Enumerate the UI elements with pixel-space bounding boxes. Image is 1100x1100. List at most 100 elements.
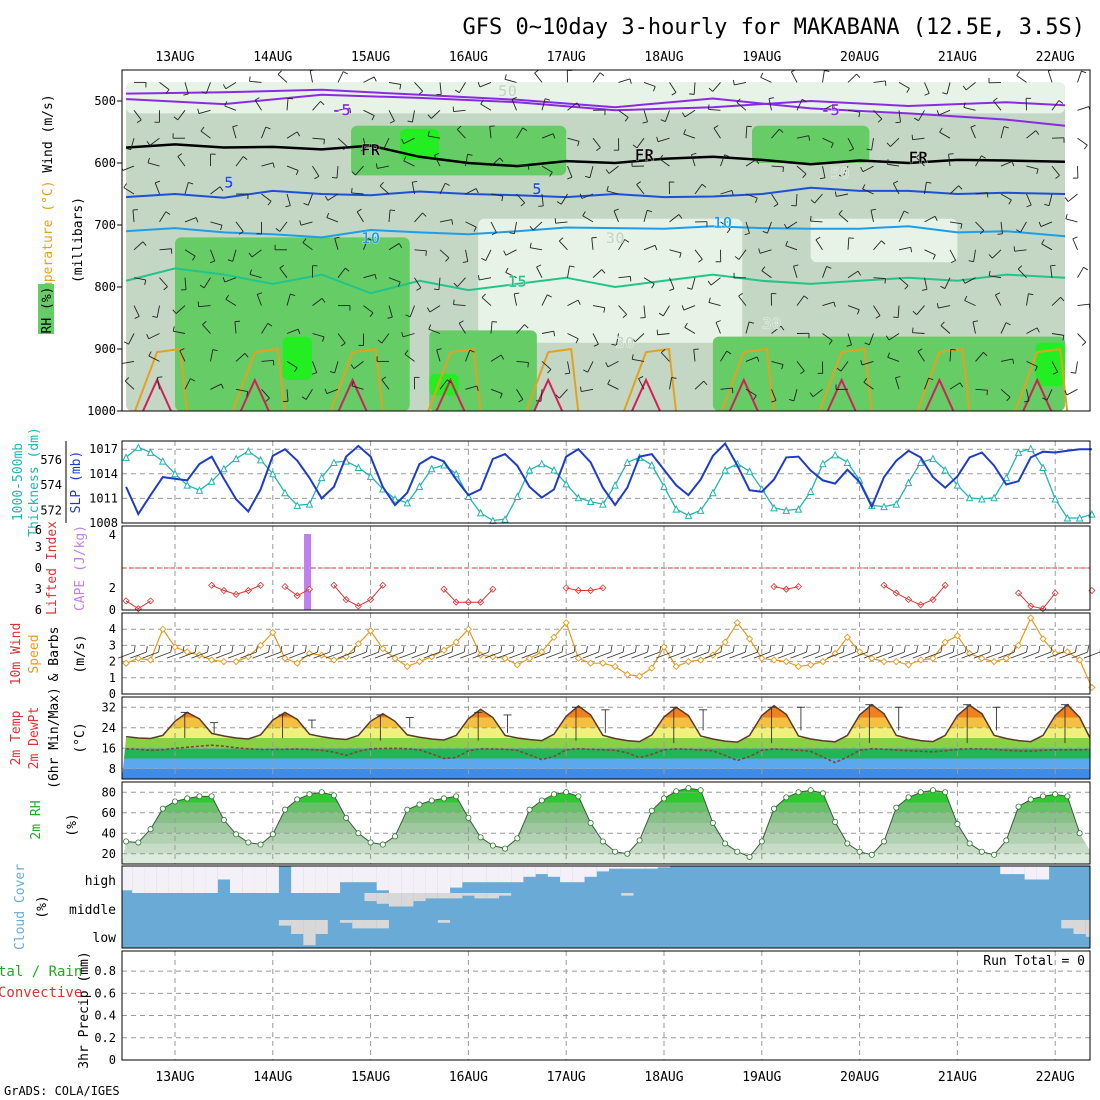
wind-barb — [970, 126, 976, 139]
wind-barb — [439, 249, 450, 259]
rh-shading — [399, 128, 440, 160]
wind-barb — [868, 333, 874, 345]
wind-barb-flag — [122, 166, 124, 171]
rh-marker — [599, 838, 606, 845]
wind-barb-flag — [279, 264, 285, 269]
axis-label-part: Wind (m/s) — [41, 94, 56, 172]
wind-barb-flag — [903, 210, 909, 214]
wind-barb — [847, 73, 857, 83]
axis-label-part: RH (%) — [40, 287, 55, 334]
contour-label: 30 — [615, 333, 634, 352]
wind-barb — [720, 221, 731, 230]
wind-barb — [439, 379, 448, 390]
contour-label: -5 — [332, 100, 351, 119]
rh-marker — [587, 820, 594, 827]
axis-label-part: Thickness (dm) — [27, 427, 42, 537]
wind-barb — [938, 305, 951, 309]
wind-speed-marker — [452, 638, 460, 646]
thickness-marker — [207, 477, 216, 485]
wind-barb — [815, 239, 823, 251]
wind-barb — [840, 361, 849, 372]
wind-barb — [261, 162, 274, 167]
cloud-cell — [352, 866, 365, 883]
wind-barb-flag — [1050, 646, 1053, 653]
wind-barb-flag — [402, 646, 405, 653]
wind-barb — [836, 193, 849, 197]
wind-barb-flag — [939, 127, 943, 133]
wind-barb-flag — [833, 301, 836, 308]
axis-label-part: CAPE (J/kg) — [73, 525, 88, 611]
wind-barb-flag — [815, 236, 821, 241]
wind-barb — [1020, 221, 1027, 233]
rh-marker — [954, 821, 961, 828]
wind-barb-flag — [860, 167, 864, 172]
wind-barb-flag — [877, 118, 883, 123]
wind-barb — [166, 651, 184, 659]
wind-barb-flag — [886, 159, 889, 165]
thickness-marker — [1039, 463, 1047, 471]
wind-speed-marker — [366, 627, 375, 635]
y-tick-label-right: 1008 — [89, 516, 118, 530]
wind-barb-flag — [564, 372, 570, 375]
wind-barb — [350, 651, 367, 659]
temperature-frame — [121, 696, 1091, 780]
wind-barb-flag — [968, 260, 974, 263]
cloud-cell — [144, 866, 157, 893]
wind-barb — [592, 333, 599, 345]
wind-barb — [559, 388, 568, 399]
wind-barb-flag — [311, 372, 317, 375]
wind-barb-flag — [613, 208, 619, 212]
y-tick-label: 1000 — [87, 404, 116, 418]
wind-barb — [1026, 130, 1037, 139]
precip-legend-convective: Convective — [0, 985, 82, 1001]
cloud-cell — [425, 866, 438, 893]
wind-barb-flag — [906, 88, 910, 93]
wind-barb-flag — [993, 97, 998, 102]
wind-barb-flag — [224, 101, 228, 107]
wind-barb-flag — [142, 241, 147, 246]
wind-barb-flag — [544, 98, 551, 101]
wind-barb-flag — [294, 367, 298, 373]
wind-barb — [1014, 249, 1027, 252]
wind-barb — [592, 72, 601, 83]
wind-barb-flag — [265, 397, 270, 402]
wind-barb — [423, 651, 440, 659]
wind-barb-flag — [473, 226, 477, 232]
contour-label: 50 — [830, 164, 849, 183]
cloud-background — [122, 866, 1090, 948]
wind-barb-flag — [499, 157, 504, 162]
wind-speed-marker — [868, 654, 876, 662]
wind-barb — [567, 299, 579, 307]
wind-barb-flag — [887, 352, 890, 358]
cloud-cell — [168, 866, 182, 893]
wind-barb — [516, 127, 524, 139]
wind-barb-flag — [407, 120, 413, 123]
wind-barb-flag — [172, 309, 177, 314]
wind-barb-flag — [631, 354, 634, 360]
temperature-contour — [126, 143, 1066, 168]
wind-barb — [720, 387, 733, 390]
wind-barb-flag — [547, 369, 552, 374]
date-label-bottom: 17AUG — [547, 1070, 586, 1085]
wind-barb — [326, 388, 339, 395]
wind-barb — [1051, 333, 1064, 336]
wind-barb-flag — [651, 283, 655, 289]
cloud-cell — [621, 866, 634, 869]
wind-barb-flag — [555, 394, 560, 399]
cloud-cell — [450, 866, 463, 888]
wind-barb — [337, 71, 344, 83]
rh-marker — [722, 840, 729, 847]
wind-barb — [669, 214, 680, 223]
cloud-cell — [132, 866, 145, 893]
thickness-slp-panel: 572 574 576 1008 1011 1014 1017 1000-500mb Thick… — [11, 427, 1096, 537]
cloud-cell — [633, 866, 646, 869]
thickness-marker — [220, 464, 228, 473]
wind-barb — [312, 298, 323, 306]
axis-label-part: (m/s) — [73, 634, 88, 673]
wind-barb-flag — [399, 84, 402, 90]
wind-speed-marker — [794, 662, 803, 671]
wind-barb — [694, 380, 705, 390]
wind-speed-marker — [660, 643, 668, 651]
wind-barb-flag — [904, 285, 909, 290]
wind-barb — [1022, 651, 1039, 659]
